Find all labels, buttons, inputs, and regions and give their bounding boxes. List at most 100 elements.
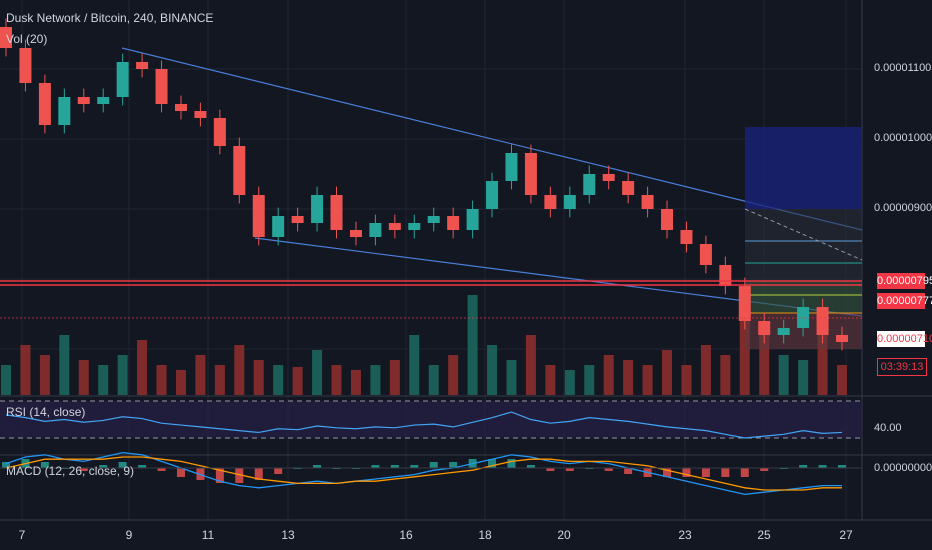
volume-bar [175, 370, 186, 395]
volume-bar [642, 365, 653, 395]
volume-bar [720, 355, 731, 395]
volume-bar [428, 365, 439, 395]
rsi-indicator-label[interactable]: RSI (14, close) [6, 405, 86, 419]
candle-body-down [699, 244, 712, 265]
candle-body-up [466, 209, 479, 230]
macd-histogram-bar [760, 468, 769, 471]
date-tick-11: 11 [201, 528, 215, 542]
volume-bar [506, 360, 517, 395]
candle [699, 235, 712, 274]
candle-body-down [330, 195, 343, 230]
macd-histogram-bar [254, 468, 263, 480]
volume-bars [1, 295, 847, 395]
candle [349, 221, 362, 246]
macd-histogram-bar [390, 465, 399, 468]
candle-body-down [77, 97, 90, 104]
macd-histogram-bar [235, 468, 244, 483]
candle-body-down [758, 321, 771, 335]
candle [680, 221, 693, 253]
volume-bar [156, 365, 167, 395]
candle-body-down [836, 335, 848, 342]
macd-histogram-bar [118, 462, 127, 468]
rsi-pane [0, 400, 862, 439]
volume-bar [564, 370, 575, 395]
candle-body-up [777, 328, 790, 335]
candle [272, 207, 285, 246]
volume-indicator-label[interactable]: Vol (20) [6, 32, 48, 46]
candle-body-up [583, 174, 596, 195]
candle [563, 186, 576, 218]
macd-indicator-label[interactable]: MACD (12, 26, close, 9) [6, 464, 135, 478]
date-tick-23: 23 [678, 528, 692, 542]
candle [58, 88, 71, 134]
candle [311, 186, 324, 232]
candle [116, 53, 129, 106]
candle-body-up [797, 307, 810, 328]
volume-bar [350, 370, 361, 395]
volume-bar [20, 345, 31, 395]
macd-histogram-bar [99, 465, 108, 468]
macd-pane [0, 451, 862, 496]
candle [466, 200, 479, 239]
volume-bar [623, 360, 634, 395]
date-tick-18: 18 [478, 528, 492, 542]
macd-histogram-bar [40, 462, 49, 468]
macd-histogram-bar [176, 468, 185, 477]
candle [427, 207, 440, 232]
candle [602, 165, 615, 190]
candle [719, 256, 732, 295]
candle-body-down [252, 195, 265, 237]
price-tick-1100: 0.00001100 [874, 62, 932, 74]
candle [836, 326, 848, 351]
candle-body-down [602, 174, 615, 181]
volume-bar [253, 360, 264, 395]
price-tick-1000: 0.00001000 [874, 132, 932, 144]
volume-bar [603, 355, 614, 395]
candle-body-down [544, 195, 557, 209]
candle-body-down [233, 146, 246, 195]
volume-bar [817, 310, 828, 395]
candle [661, 200, 674, 239]
volume-bar [214, 365, 225, 395]
date-tick-27: 27 [839, 528, 853, 542]
candle-body-down [524, 153, 537, 195]
candle [544, 186, 557, 218]
candle [233, 137, 246, 204]
candle [524, 144, 537, 204]
volume-bar [59, 335, 70, 395]
macd-histogram-bar [740, 468, 749, 477]
candle [797, 298, 810, 337]
candle-body-down [447, 216, 460, 230]
candle-body-down [738, 286, 751, 321]
candle-body-down [38, 83, 51, 125]
candle-body-up [369, 223, 382, 237]
macd-tick-zero: 0.00000000 [874, 462, 932, 474]
candle [155, 60, 168, 113]
date-tick-16: 16 [399, 528, 413, 542]
macd-histogram-bar [838, 465, 846, 468]
candle-body-up [97, 97, 110, 104]
volume-bar [78, 360, 89, 395]
candle-body-down [622, 181, 635, 195]
macd-histogram-bar [371, 465, 380, 468]
volume-bar [448, 355, 459, 395]
date-tick-7: 7 [18, 528, 26, 542]
candle [369, 214, 382, 246]
macd-histogram-bar [604, 468, 613, 471]
volume-bar [117, 355, 128, 395]
volume-bar [312, 350, 323, 395]
volume-bar [273, 365, 284, 395]
macd-histogram-bar [663, 468, 672, 477]
candle-body-up [311, 195, 324, 223]
volume-bar [681, 365, 692, 395]
candle [777, 319, 790, 344]
candle [486, 172, 499, 218]
candle-body-up [427, 216, 440, 223]
macd-histogram-bar [157, 468, 166, 471]
macd-histogram-bar [526, 465, 535, 468]
candle-body-up [486, 181, 499, 209]
candle-body-down [136, 62, 149, 69]
candle [505, 144, 518, 190]
macd-histogram-bar [313, 465, 322, 468]
